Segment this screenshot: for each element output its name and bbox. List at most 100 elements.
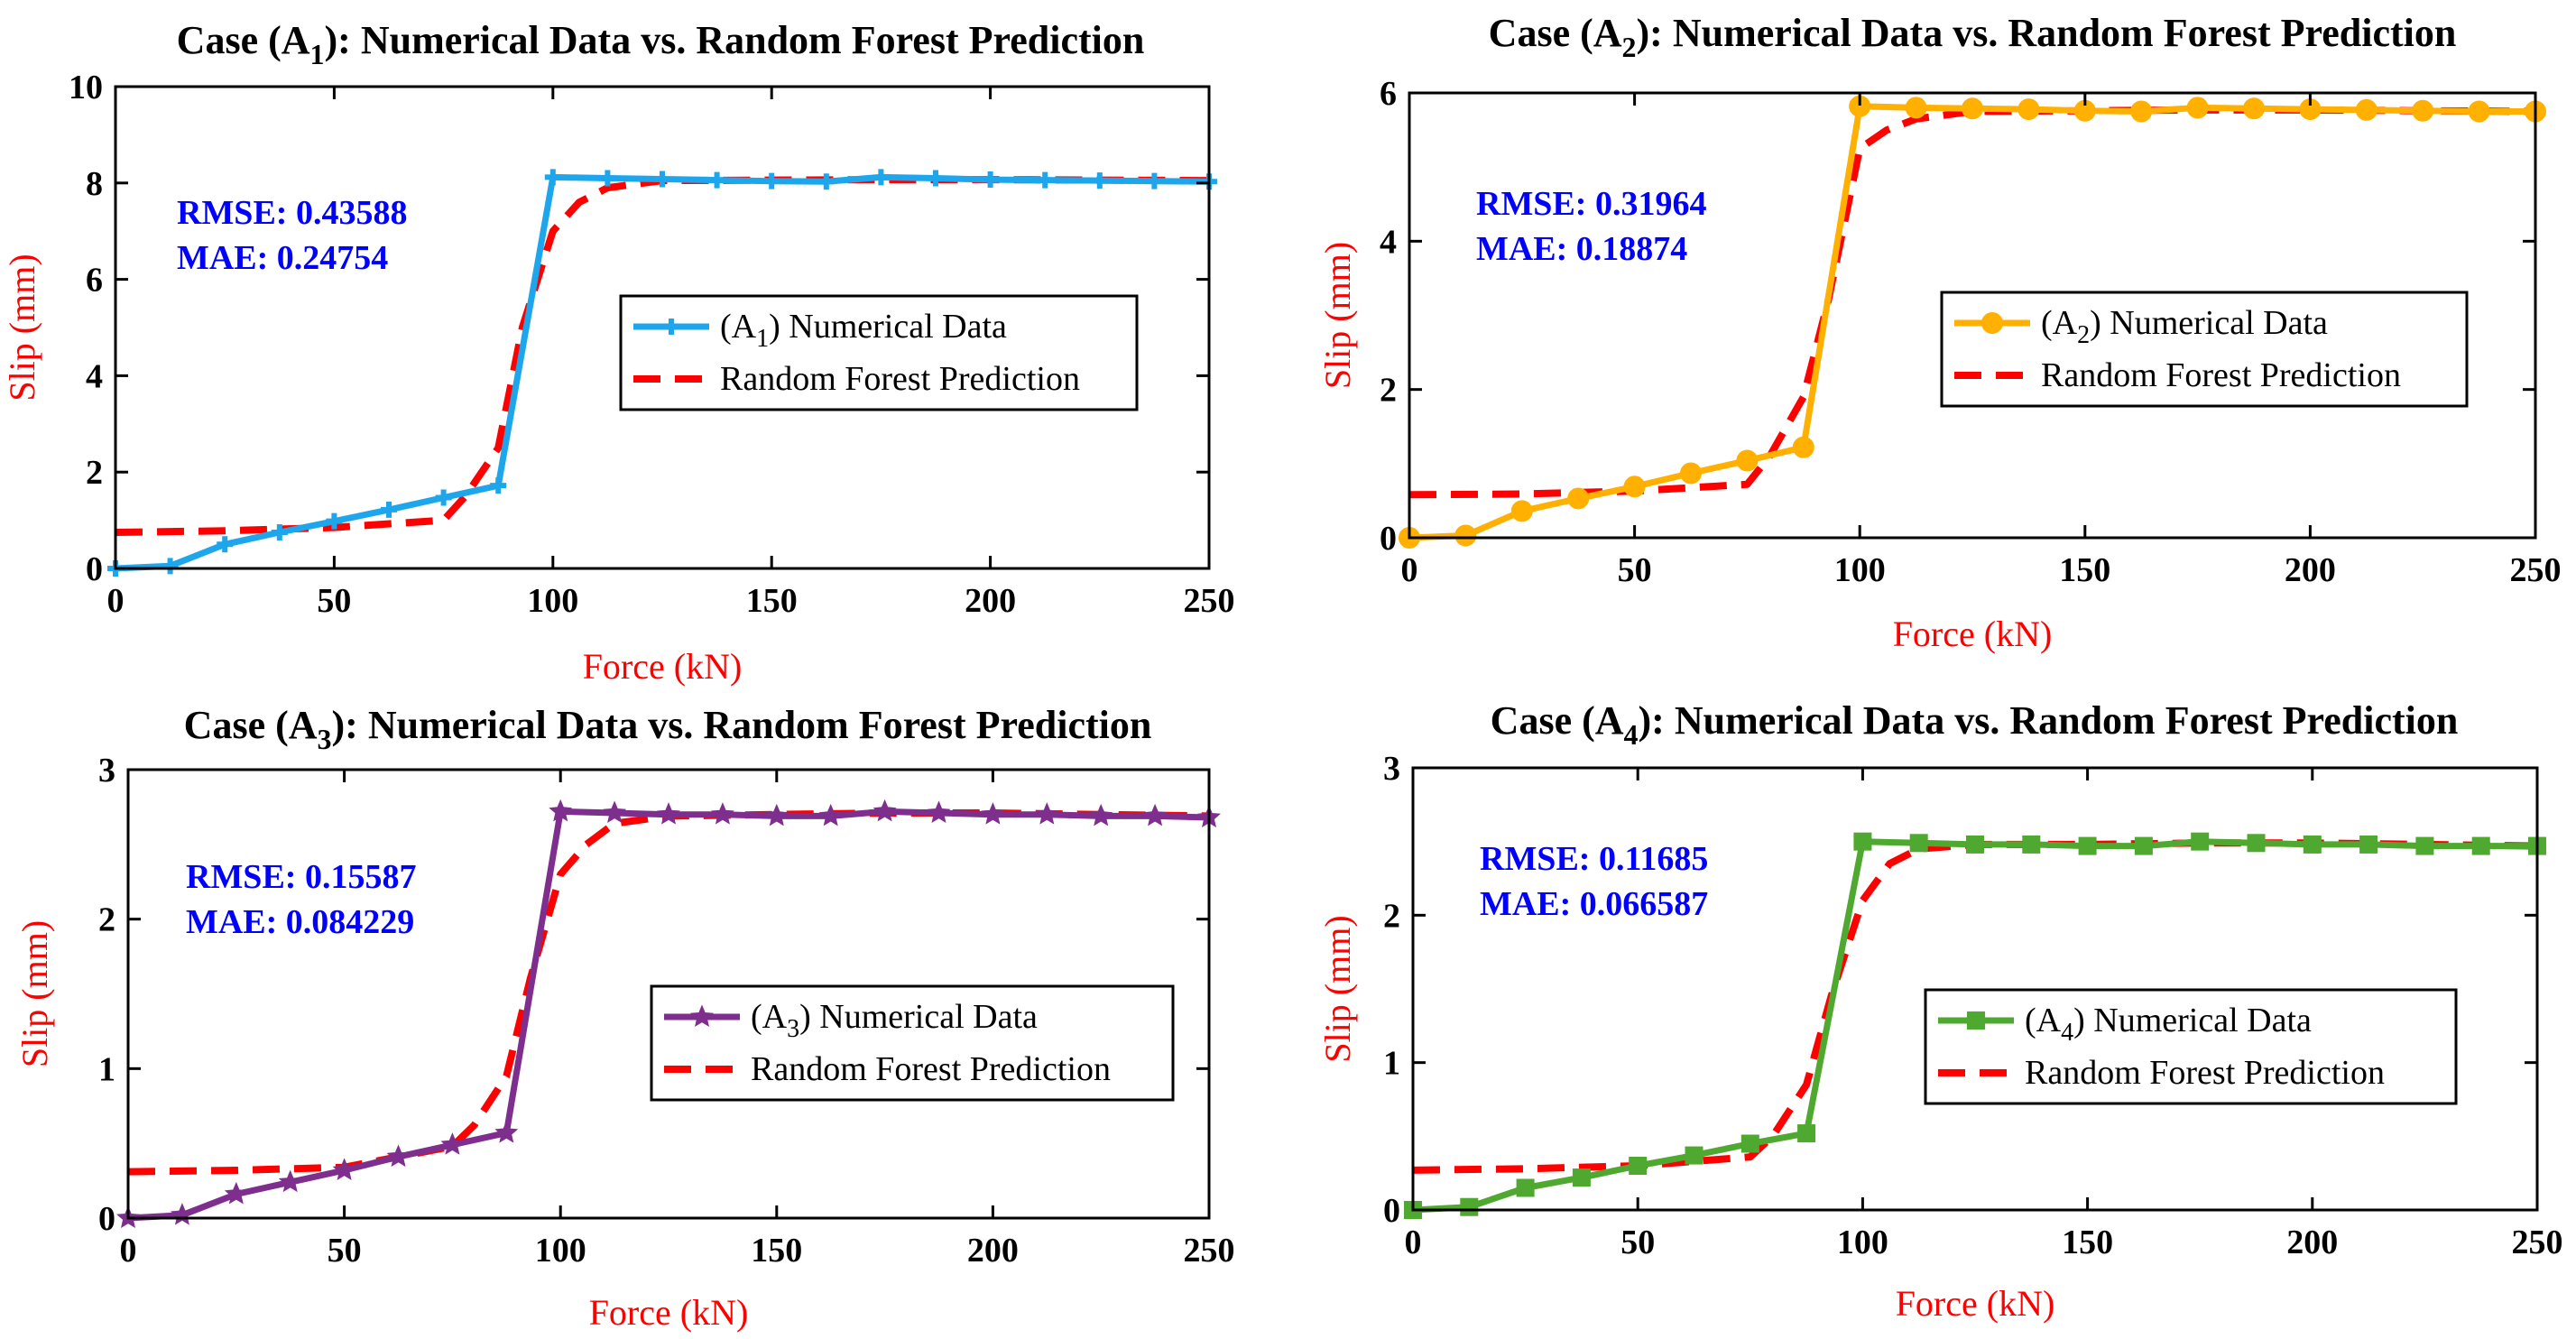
rmse-label: RMSE: 0.11685	[1480, 840, 1708, 878]
chart-title-subscript: 1	[310, 38, 325, 70]
y-tick-label: 6	[1380, 75, 1397, 113]
numerical-data-point	[494, 1121, 519, 1143]
axes-box	[1411, 766, 2539, 1212]
numerical-data-point	[1572, 1168, 1591, 1187]
numerical-data-point	[982, 171, 999, 189]
numerical-data-point	[332, 1158, 356, 1180]
y-tick-label: 2	[1380, 372, 1397, 410]
legend: (A1) Numerical Data Random Forest Predict…	[619, 294, 1139, 411]
x-tick-label: 0	[107, 582, 125, 620]
x-tick-label: 50	[328, 1232, 362, 1270]
y-tick-label: 8	[86, 165, 103, 203]
rmse-label: RMSE: 0.31964	[1476, 185, 1706, 223]
legend-numerical-prefix: (A	[2041, 304, 2078, 342]
y-tick-label: 0	[86, 550, 103, 588]
numerical-data-point	[1623, 476, 1646, 498]
numerical-data-point	[1089, 803, 1113, 826]
x-tick-label: 0	[1401, 551, 1418, 589]
numerical-data-point	[1905, 97, 1927, 119]
mae-label: MAE: 0.066587	[1480, 885, 1708, 923]
x-tick-label: 250	[2510, 551, 2562, 589]
numerical-data-point	[1740, 1134, 1759, 1153]
x-tick-label: 150	[2059, 551, 2110, 589]
x-tick-label: 250	[1184, 582, 1235, 620]
x-tick-label: 150	[751, 1232, 802, 1270]
numerical-data-point	[440, 1132, 465, 1155]
legend: (A2) Numerical Data Random Forest Predict…	[1940, 291, 2469, 408]
chart-title-subscript: 3	[318, 723, 332, 755]
y-tick-label: 10	[69, 69, 103, 106]
axes-box	[1408, 91, 2537, 540]
numerical-data-point	[1792, 436, 1814, 458]
x-tick-label: 100	[1834, 551, 1886, 589]
numerical-data-point	[2022, 835, 2041, 854]
y-axis-label: Slip (mm)	[1317, 915, 1358, 1062]
numerical-data-point	[2134, 836, 2153, 855]
legend-box	[1940, 291, 2469, 408]
numerical-data-point	[1035, 802, 1059, 825]
x-tick-label: 50	[1620, 1224, 1655, 1261]
chart-title-prefix: Case (A	[184, 703, 318, 747]
legend-numerical-prefix: (A	[751, 998, 788, 1036]
legend: (A4) Numerical Data Random Forest Predict…	[1924, 988, 2458, 1105]
numerical-data-point	[873, 169, 890, 186]
numerical-data-point	[710, 802, 734, 825]
numerical-data-point	[603, 800, 627, 823]
numerical-data-point	[1909, 834, 1928, 853]
y-tick-label: 4	[1380, 223, 1397, 261]
x-tick-label: 50	[317, 582, 351, 620]
numerical-data-point	[927, 800, 951, 823]
y-axis-label: Slip (mm)	[14, 920, 55, 1067]
numerical-data-point	[217, 536, 234, 553]
chart-title: Case (A2): Numerical Data vs. Random For…	[1489, 11, 2457, 63]
legend-box	[1924, 988, 2458, 1105]
legend-numerical-marker	[1967, 1011, 1985, 1030]
x-tick-label: 250	[1184, 1232, 1235, 1270]
numerical-data-point	[1516, 1178, 1535, 1197]
numerical-data-point	[2186, 97, 2209, 119]
numerical-data-point	[544, 169, 561, 186]
legend-numerical-label: (A1) Numerical Data	[720, 308, 1007, 353]
x-tick-label: 150	[746, 582, 798, 620]
y-tick-label: 6	[86, 262, 103, 300]
chart-title: Case (A1): Numerical Data vs. Random For…	[177, 18, 1145, 70]
numerical-data-point	[1143, 803, 1168, 826]
numerical-data-point	[381, 501, 397, 518]
chart-title: Case (A3): Numerical Data vs. Random For…	[184, 703, 1152, 755]
chart-title-suffix: ): Numerical Data vs. Random Forest Pred…	[1637, 11, 2457, 55]
mae-label: MAE: 0.18874	[1476, 230, 1687, 268]
y-tick-label: 2	[1383, 897, 1400, 935]
numerical-data-point	[1629, 1157, 1648, 1175]
legend-numerical-marker	[663, 319, 679, 335]
numerical-data-point	[435, 489, 452, 506]
x-tick-label: 200	[965, 582, 1016, 620]
numerical-data-point	[1460, 1197, 1479, 1216]
numerical-data-point	[2359, 835, 2378, 854]
legend-prediction-label: Random Forest Prediction	[751, 1050, 1111, 1088]
y-tick-label: 1	[98, 1050, 115, 1088]
legend-numerical-suffix: ) Numerical Data	[799, 998, 1038, 1036]
legend-numerical-subscript: 2	[2077, 321, 2090, 349]
numerical-data-point	[2247, 834, 2266, 853]
legend-numerical-subscript: 1	[756, 325, 769, 353]
axes-box	[114, 85, 1211, 570]
x-tick-label: 0	[120, 1232, 137, 1270]
numerical-data-point	[2078, 836, 2097, 855]
numerical-data-point	[657, 802, 680, 825]
numerical-data-point	[817, 173, 835, 190]
numerical-data-point	[1510, 500, 1533, 522]
numerical-data-point	[1853, 832, 1872, 851]
numerical-data-point	[1454, 524, 1477, 547]
y-tick-label: 1	[1383, 1045, 1400, 1083]
chart-title-prefix: Case (A	[177, 18, 310, 62]
y-tick-label: 3	[1383, 750, 1400, 788]
numerical-data-point	[708, 171, 725, 189]
numerical-data-point	[2303, 835, 2322, 854]
chart-title-suffix: ): Numerical Data vs. Random Forest Pred…	[1639, 698, 2459, 743]
numerical-data-point	[1680, 462, 1702, 485]
x-tick-label: 100	[535, 1232, 586, 1270]
numerical-data-point	[654, 171, 670, 188]
